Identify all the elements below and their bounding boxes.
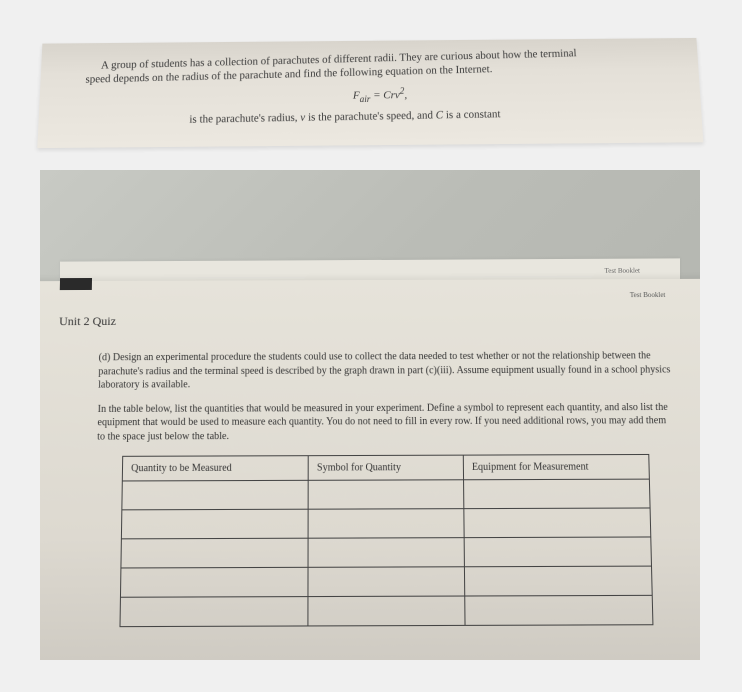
cell-symbol (308, 480, 463, 509)
table-row (121, 508, 650, 539)
cell-quantity (121, 538, 308, 568)
cell-symbol (308, 538, 464, 568)
cell-quantity (121, 509, 308, 539)
table-header-row: Quantity to be Measured Symbol for Quant… (122, 454, 649, 481)
cell-equipment (463, 479, 650, 509)
cell-equipment (465, 595, 653, 625)
top-paper-snippet: A group of students has a collection of … (37, 38, 703, 148)
cell-equipment (464, 537, 652, 567)
table-row (120, 595, 653, 626)
col-header-symbol: Symbol for Quantity (308, 455, 463, 480)
cell-symbol (308, 509, 464, 539)
table-row (121, 537, 652, 568)
cell-symbol (308, 596, 465, 626)
cell-equipment (464, 508, 651, 538)
desk-photo: Test Booklet Test Booklet Unit 2 Quiz (d… (40, 170, 700, 660)
table-row (120, 566, 652, 597)
quiz-title: Unit 2 Quiz (59, 312, 671, 329)
worksheet-page: Test Booklet Unit 2 Quiz (d) Design an e… (40, 279, 700, 660)
measurement-table: Quantity to be Measured Symbol for Quant… (119, 454, 653, 627)
cell-quantity (120, 567, 308, 597)
formula: Fair = Crv2, (89, 83, 670, 106)
corner-tag (60, 278, 92, 290)
cell-quantity (122, 480, 308, 510)
col-header-quantity: Quantity to be Measured (122, 456, 308, 481)
table-row (122, 479, 650, 510)
cell-quantity (120, 597, 308, 627)
table-instructions: In the table below, list the quantities … (97, 400, 674, 443)
col-header-equipment: Equipment for Measurement (463, 454, 649, 479)
back-booklet-label: Test Booklet (605, 267, 640, 275)
problem-line-3: is the parachute's radius, v is the para… (189, 105, 671, 125)
table-body (120, 479, 653, 627)
cell-equipment (464, 566, 652, 596)
booklet-label: Test Booklet (630, 291, 666, 299)
cell-symbol (308, 567, 464, 597)
question-d-text: (d) Design an experimental procedure the… (98, 349, 673, 392)
